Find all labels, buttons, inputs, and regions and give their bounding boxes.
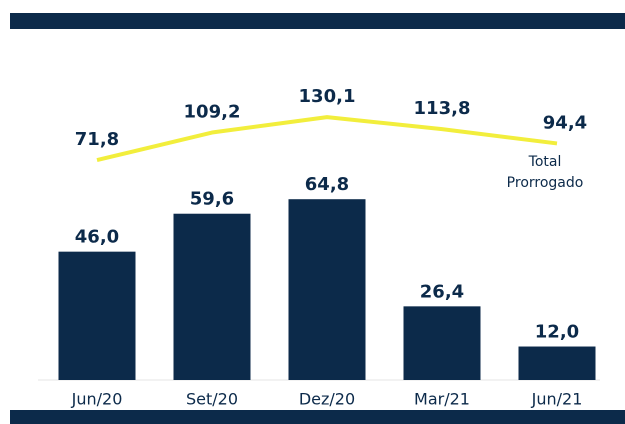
x-tick-label: Mar/21 [414,390,470,409]
line-value-label: 71,8 [75,129,119,150]
bar [288,199,366,380]
x-tick-label: Jun/21 [531,390,583,409]
line-value-label: 94,4 [543,112,587,133]
line-value-label: 130,1 [299,86,356,107]
bar-value-label: 26,4 [420,281,464,302]
top-band [10,13,625,29]
line-legend: Total Prorrogado [506,154,584,191]
line-value-label: 113,8 [414,98,471,119]
bar-value-label: 46,0 [75,227,119,248]
bottom-band [10,410,625,424]
bar [518,346,596,380]
bar-value-label: 64,8 [305,174,349,195]
line [96,115,558,163]
bar-value-label: 12,0 [535,322,579,343]
bar [403,306,481,380]
bar-value-label: 59,6 [190,189,234,210]
bar [173,213,251,380]
x-tick-label: Set/20 [186,390,238,409]
x-tick-label: Jun/20 [71,390,123,409]
x-tick-label: Dez/20 [299,390,355,409]
line-value-label: 109,2 [184,102,241,123]
bar [58,251,136,380]
